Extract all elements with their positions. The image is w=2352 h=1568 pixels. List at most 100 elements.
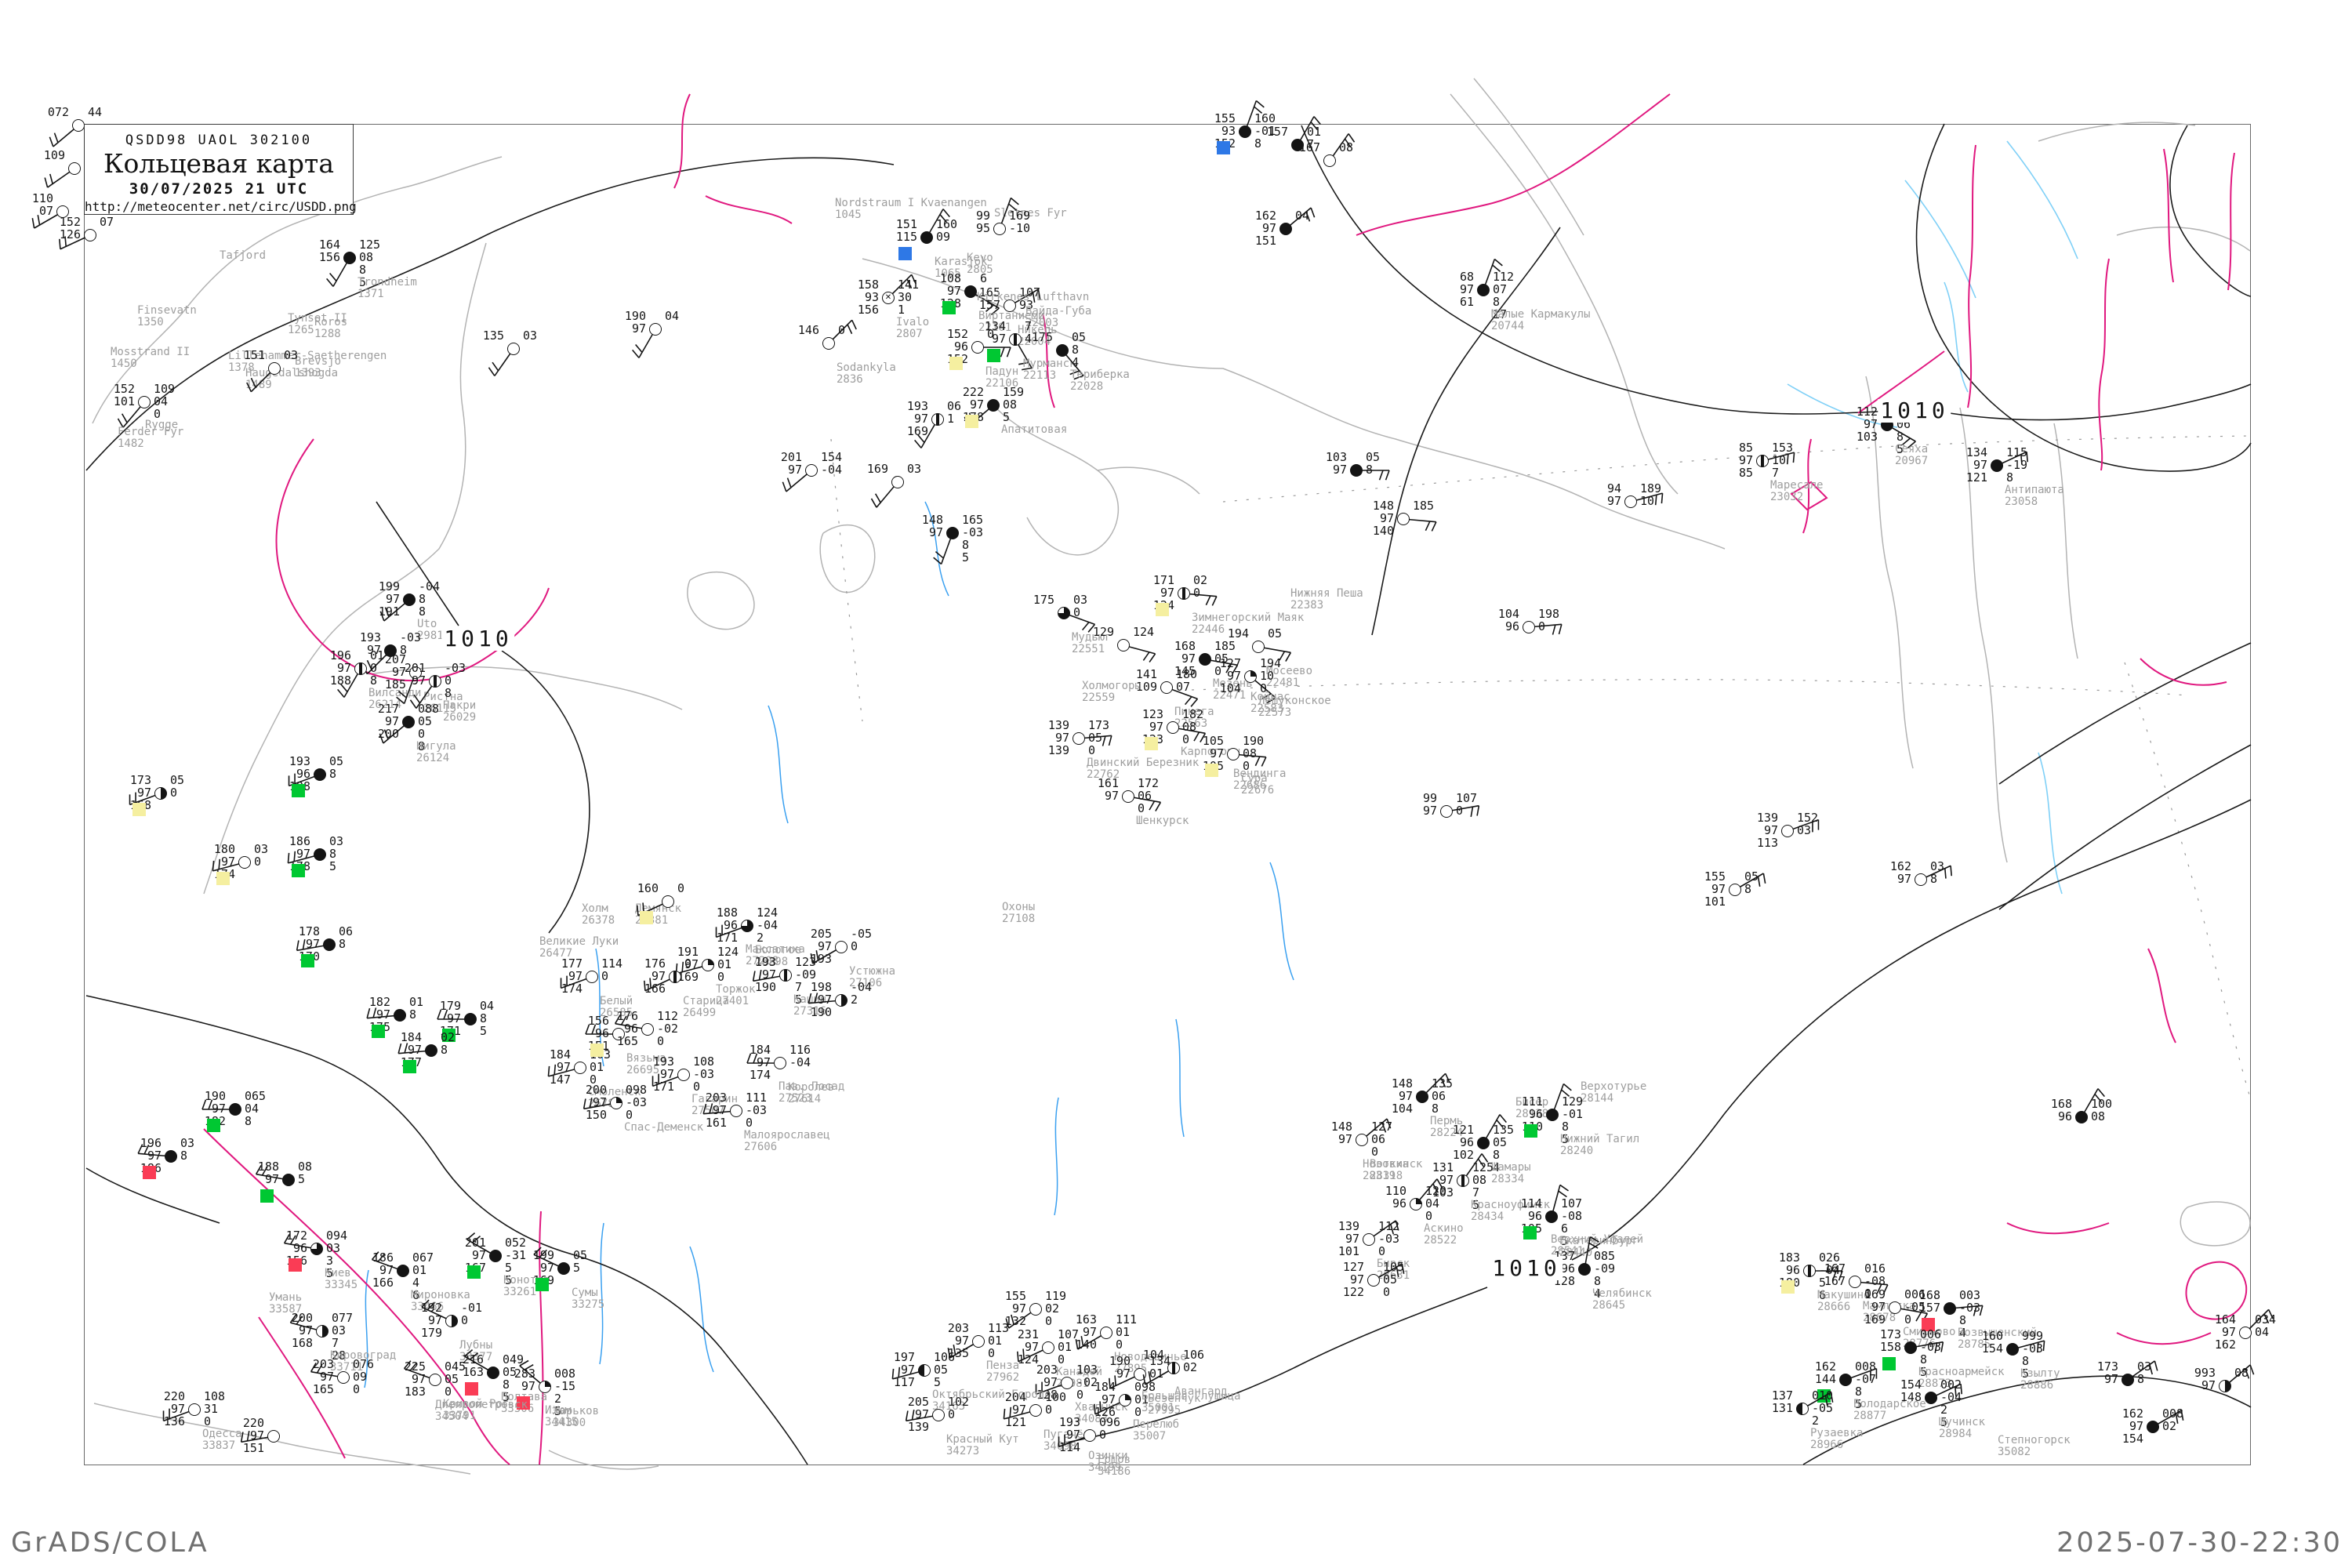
weather-mark-icon xyxy=(942,301,956,314)
cloud-cover-icon xyxy=(354,662,367,675)
cloud-cover-icon xyxy=(1291,139,1304,151)
station-values-left: 168 96 xyxy=(2050,1097,2072,1123)
station-values-right: 076 09 0 xyxy=(353,1357,375,1396)
weather-mark-icon xyxy=(143,1166,156,1179)
cloud-cover-icon xyxy=(612,1028,625,1040)
station-values-left: 110 07 xyxy=(31,191,53,218)
station-values-left: 188 97 xyxy=(257,1160,279,1186)
cloud-cover-icon xyxy=(165,1150,177,1163)
weather-mark-icon xyxy=(517,1396,530,1410)
cloud-cover-icon xyxy=(730,1105,742,1117)
cloud-cover-icon xyxy=(1803,1265,1816,1277)
station-values-right: 100 0 xyxy=(1045,1390,1067,1417)
station-values-right: 02 8 xyxy=(441,1030,456,1057)
cloud-cover-icon xyxy=(1915,873,1927,886)
cloud-cover-icon xyxy=(314,768,326,781)
station-name: Вайда-Губа 22003 xyxy=(1025,305,1092,329)
station-values-right: 098 -03 0 xyxy=(626,1083,648,1122)
station-values-right: 103 -02 0 xyxy=(1076,1363,1098,1402)
station-name: Karasjok 1065 xyxy=(935,256,988,280)
cloud-cover-icon xyxy=(971,341,984,354)
station-name: Бологое 26298 xyxy=(755,944,802,968)
station-name: Пакри 26029 xyxy=(443,699,477,724)
station-values-right: 127 06 0 xyxy=(1371,1120,1393,1159)
station-name: Нижний Тагил 28240 xyxy=(1560,1133,1640,1157)
station-values-left: 164 97 162 xyxy=(2214,1312,2236,1352)
station-name: Tafjord xyxy=(220,249,267,262)
station-values-left: 109 xyxy=(43,148,65,162)
station-name: Верхотурье 28144 xyxy=(1581,1080,1647,1105)
station-values-left: 85 97 85 xyxy=(1738,441,1753,480)
cloud-cover-icon xyxy=(1029,1303,1042,1316)
cloud-cover-icon xyxy=(1167,721,1179,734)
station-name: Красноуфимск 28434 xyxy=(1471,1199,1551,1223)
cloud-cover-icon xyxy=(154,787,167,800)
cloud-cover-icon xyxy=(1029,1404,1042,1417)
station-values-left: 205 97 139 xyxy=(907,1395,929,1434)
station-values-right: 096 0 xyxy=(1099,1415,1121,1442)
station-name: Rygge xyxy=(145,419,179,431)
station-values-right: 173 05 0 xyxy=(1088,718,1110,757)
cloud-cover-icon xyxy=(677,1069,690,1081)
station-values-right: 085 -09 8 4 xyxy=(1594,1249,1616,1301)
station-values-right: -03 8 xyxy=(400,630,422,657)
station-values-left: 155 97 101 xyxy=(1704,869,1726,909)
station-values-left: 162 97 xyxy=(1889,859,1911,886)
cloud-cover-icon xyxy=(229,1103,241,1116)
station-values-left: 168 97 145 xyxy=(1174,639,1196,678)
station-values-left: 204 97 121 xyxy=(1004,1390,1026,1429)
cloud-cover-icon xyxy=(1546,1109,1559,1121)
weather-mark-icon xyxy=(292,784,305,797)
station-values-right: 7 4 xyxy=(1025,319,1033,346)
station-values-left: 216 163 xyxy=(462,1352,484,1379)
station-name: Макушино 28666 xyxy=(1817,1289,1871,1313)
station-values-right: 065 04 8 xyxy=(245,1089,267,1128)
station-name: Красноармейск 28873 xyxy=(1918,1366,2005,1390)
station-values-left: 072 xyxy=(47,105,69,119)
station-values-left: 191 97 169 xyxy=(677,945,699,984)
station-name: Великие Луки 26477 xyxy=(539,935,619,960)
station-name: Аскино 28522 xyxy=(1424,1222,1464,1247)
station-values-left: 160 154 xyxy=(1981,1329,2003,1356)
station-values-right: -04 2 xyxy=(851,980,873,1007)
cloud-cover-icon xyxy=(464,1013,477,1025)
station-name: Кировоград 33711 xyxy=(330,1349,397,1374)
station-values-right: 109 04 0 xyxy=(154,382,176,421)
station-values-right: 026 -04 5 6 xyxy=(1819,1250,1841,1302)
station-values-left: 99 97 xyxy=(1422,791,1437,818)
station-values-left: 184 97 126 xyxy=(1094,1380,1116,1419)
station-values-right: 045 05 0 xyxy=(445,1359,466,1399)
station-name: Tynset II 1265 xyxy=(288,312,347,336)
station-values-right: 0 xyxy=(987,327,995,341)
station-name: Ivalo 2807 xyxy=(896,316,930,340)
weather-mark-icon xyxy=(965,415,978,428)
cloud-cover-icon xyxy=(314,848,326,861)
cloud-cover-icon xyxy=(835,941,848,953)
station-name: Королев 27614 xyxy=(788,1081,835,1105)
weather-mark-icon xyxy=(1523,1226,1537,1240)
station-values-right: 165 -03 8 5 xyxy=(962,513,984,564)
station-values-left: 201 97 xyxy=(404,661,426,688)
cloud-cover-icon xyxy=(1397,513,1410,525)
station-name: Mosstrand II 1450 xyxy=(111,346,191,370)
station-name: Виртаниеми 22101 xyxy=(978,310,1045,334)
station-name: Перелюб 35007 xyxy=(1133,1418,1180,1443)
station-values-right: 194 10 0 xyxy=(1260,656,1282,695)
weather-mark-icon xyxy=(1882,1357,1896,1370)
station-values-right: 0 xyxy=(838,323,846,337)
isobar-label: 1010 xyxy=(1490,1257,1563,1280)
cloud-cover-icon xyxy=(918,1364,931,1377)
weather-mark-icon xyxy=(590,1044,604,1057)
cloud-cover-icon xyxy=(1781,825,1794,837)
station-values-left: 192 97 179 xyxy=(420,1301,442,1340)
station-name: Малоярославец 27606 xyxy=(744,1129,830,1153)
cloud-cover-icon xyxy=(574,1062,586,1074)
station-name: Спас-Деменск xyxy=(624,1121,704,1134)
station-values-left: 200 97 150 xyxy=(585,1083,607,1122)
cloud-cover-icon xyxy=(1160,681,1173,694)
weather-mark-icon xyxy=(987,349,1000,362)
station-name: Бирск 28631 xyxy=(1377,1258,1410,1282)
station-name: Мосеево 22481 xyxy=(1266,665,1313,689)
station-values-right: 0 xyxy=(684,956,692,971)
